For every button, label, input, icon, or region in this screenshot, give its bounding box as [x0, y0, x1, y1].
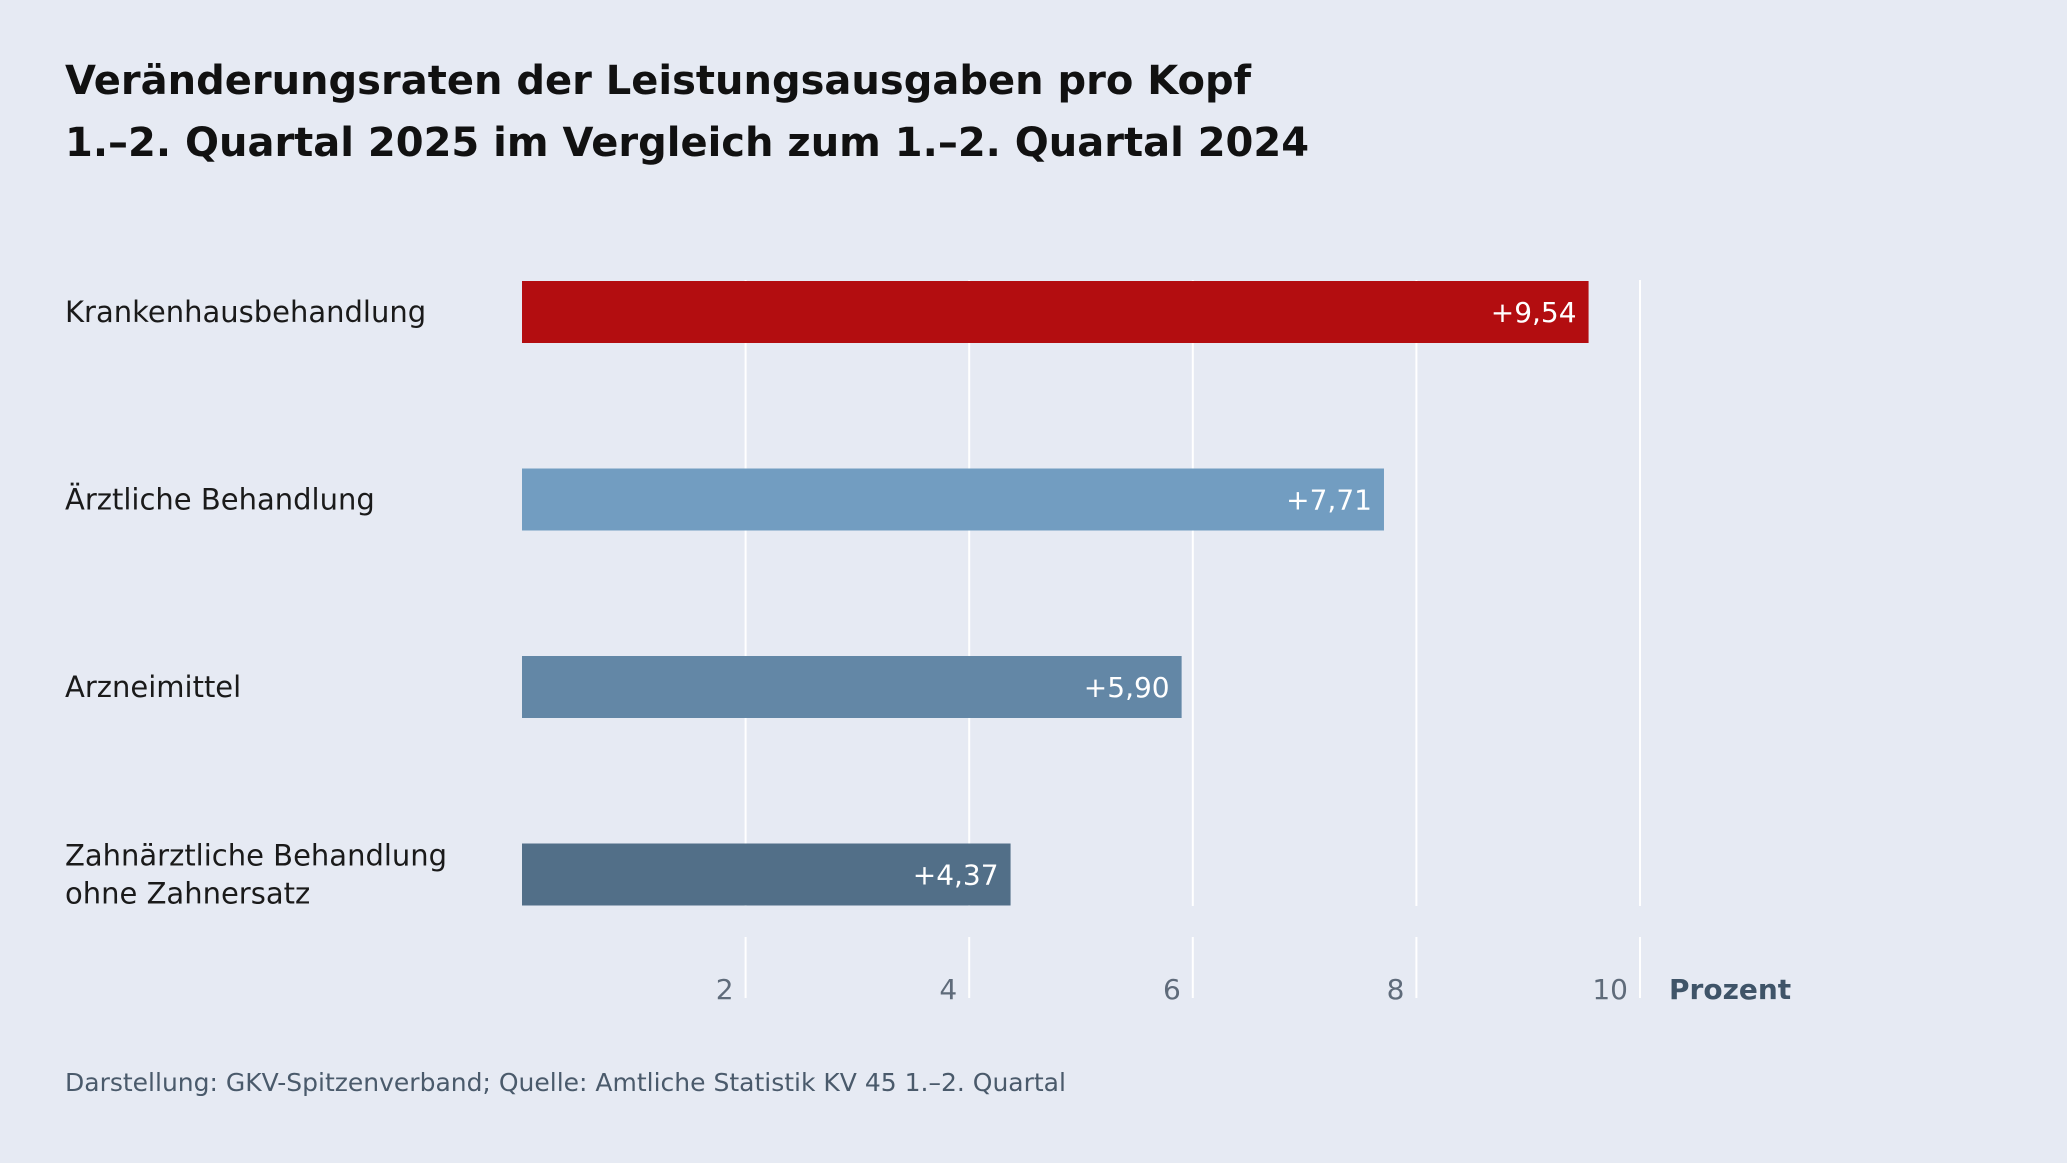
- category-label-3-line-0: Zahnärztliche Behandlung: [65, 839, 447, 873]
- category-label-0: Krankenhausbehandlung: [65, 295, 426, 329]
- bar-0: [522, 281, 1589, 343]
- x-axis-label: Prozent: [1669, 973, 1791, 1006]
- category-label-3-line-1: ohne Zahnersatz: [65, 877, 310, 911]
- chart-title: Veränderungsraten der Leistungsausgaben …: [65, 58, 1252, 104]
- bar-value-label-1: +7,71: [1286, 484, 1372, 517]
- x-tick-label-8: 8: [1387, 973, 1405, 1006]
- category-label-2: Arzneimittel: [65, 670, 241, 704]
- bar-value-label-0: +9,54: [1491, 296, 1577, 329]
- bar-value-label-2: +5,90: [1084, 671, 1170, 704]
- x-tick-label-4: 4: [939, 973, 957, 1006]
- x-tick-label-10: 10: [1592, 973, 1628, 1006]
- bar-1: [522, 468, 1384, 531]
- bar-2: [522, 656, 1182, 718]
- bar-3: [522, 843, 1011, 906]
- x-tick-label-2: 2: [716, 973, 734, 1006]
- category-label-1: Ärztliche Behandlung: [65, 483, 375, 517]
- source-note: Darstellung: GKV-Spitzenverband; Quelle:…: [65, 1068, 1066, 1097]
- x-tick-label-6: 6: [1163, 973, 1181, 1006]
- bar-value-label-3: +4,37: [913, 859, 999, 892]
- chart-subtitle: 1.–2. Quartal 2025 im Vergleich zum 1.–2…: [65, 120, 1310, 166]
- chart-header: Veränderungsraten der Leistungsausgaben …: [65, 50, 1309, 174]
